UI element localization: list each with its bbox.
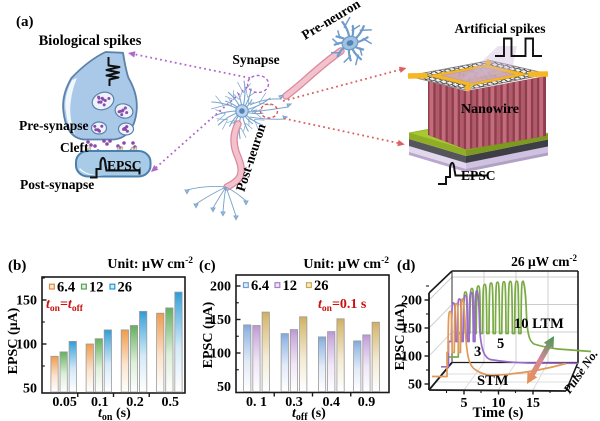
svg-text:100: 100 xyxy=(16,338,37,353)
svg-text:50: 50 xyxy=(217,380,231,395)
svg-text:50: 50 xyxy=(23,382,37,397)
svg-text:6.4: 6.4 xyxy=(57,279,75,295)
svg-text:Time (s): Time (s) xyxy=(473,405,524,421)
svg-text:ton=0.1 s: ton=0.1 s xyxy=(318,297,367,314)
svg-text:Post-synapse: Post-synapse xyxy=(20,177,94,192)
svg-text:10: 10 xyxy=(492,396,506,411)
svg-text:150: 150 xyxy=(210,313,231,328)
svg-text:15: 15 xyxy=(526,396,540,411)
svg-text:0. 1: 0. 1 xyxy=(246,395,267,410)
svg-text:150: 150 xyxy=(16,294,37,309)
svg-text:STM: STM xyxy=(477,373,509,389)
svg-text:0.05: 0.05 xyxy=(52,395,77,410)
svg-text:Artificial spikes: Artificial spikes xyxy=(454,21,545,36)
svg-text:ton (s): ton (s) xyxy=(98,406,131,421)
svg-text:(a): (a) xyxy=(16,14,34,30)
svg-text:100: 100 xyxy=(401,350,422,365)
svg-text:5: 5 xyxy=(497,336,504,352)
svg-text:EPSC (μA): EPSC (μA) xyxy=(393,303,408,370)
svg-text:Nanowire: Nanowire xyxy=(461,102,519,117)
svg-text:150: 150 xyxy=(401,322,422,337)
svg-text:12: 12 xyxy=(89,279,104,295)
svg-text:200: 200 xyxy=(401,294,422,309)
svg-text:Unit: μW cm-2: Unit: μW cm-2 xyxy=(107,256,193,272)
svg-text:Unit: μW cm-2: Unit: μW cm-2 xyxy=(303,256,389,272)
svg-text:0.9: 0.9 xyxy=(358,395,376,410)
svg-text:EPSC: EPSC xyxy=(461,168,496,183)
svg-text:ton=toff: ton=toff xyxy=(46,297,84,314)
svg-text:0.5: 0.5 xyxy=(162,395,180,410)
svg-text:26: 26 xyxy=(314,278,329,294)
svg-text:0.1: 0.1 xyxy=(91,395,109,410)
svg-text:0.2: 0.2 xyxy=(126,395,144,410)
svg-text:100: 100 xyxy=(210,347,231,362)
svg-text:toff (s): toff (s) xyxy=(292,406,326,421)
svg-text:200: 200 xyxy=(210,280,231,295)
svg-text:EPSC: EPSC xyxy=(107,158,142,173)
svg-text:3: 3 xyxy=(474,344,481,360)
svg-text:6.4: 6.4 xyxy=(251,278,269,294)
svg-text:Synapse: Synapse xyxy=(232,52,279,67)
svg-text:12: 12 xyxy=(283,278,298,294)
svg-text:(d): (d) xyxy=(397,258,415,274)
svg-text:0.4: 0.4 xyxy=(323,395,341,410)
svg-text:EPSC (μA): EPSC (μA) xyxy=(201,301,216,368)
svg-text:5: 5 xyxy=(461,396,468,411)
svg-text:EPSC (μA): EPSC (μA) xyxy=(6,307,21,374)
svg-text:(b): (b) xyxy=(8,258,26,274)
svg-text:26: 26 xyxy=(118,279,133,295)
svg-text:50: 50 xyxy=(408,378,422,393)
svg-text:10 LTM: 10 LTM xyxy=(514,316,564,332)
svg-text:Biological spikes: Biological spikes xyxy=(39,33,142,49)
svg-text:(c): (c) xyxy=(199,258,216,274)
svg-text:26 μW cm-2: 26 μW cm-2 xyxy=(511,253,577,269)
svg-text:Cleft: Cleft xyxy=(60,140,89,155)
svg-text:0.3: 0.3 xyxy=(285,395,303,410)
svg-text:Pre-synapse: Pre-synapse xyxy=(19,118,89,133)
